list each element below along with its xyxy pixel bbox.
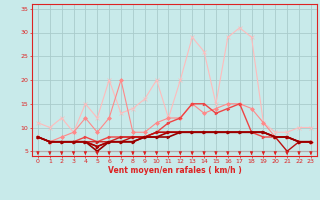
X-axis label: Vent moyen/en rafales ( km/h ): Vent moyen/en rafales ( km/h ) bbox=[108, 166, 241, 175]
